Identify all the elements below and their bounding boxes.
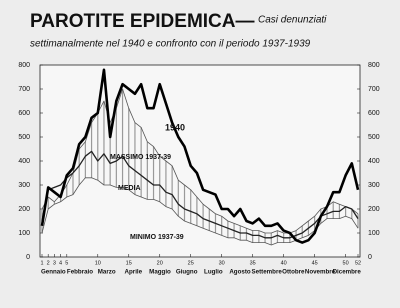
x-tick-label: 50 — [343, 260, 349, 266]
y2-tick-label: 200 — [368, 206, 380, 213]
y-tick-label: 800 — [18, 62, 30, 69]
x-tick-label: 20 — [157, 260, 163, 266]
month-label: Marzo — [98, 269, 116, 276]
series-line — [41, 150, 359, 239]
series-line — [41, 177, 359, 246]
series-line — [40, 68, 360, 244]
plot-area — [39, 64, 361, 258]
y-tick-label: 300 — [18, 182, 30, 189]
x-tick-label: 40 — [281, 260, 287, 266]
y2-tick-label: 500 — [368, 134, 380, 141]
y2-tick-label: 300 — [368, 182, 380, 189]
x-tick-label: 3 — [53, 260, 56, 266]
y-tick-label: 200 — [18, 206, 30, 213]
series-label: MINIMO 1937-39 — [130, 234, 184, 241]
x-tick-label: 30 — [219, 260, 225, 266]
x-tick-label: 5 — [65, 260, 68, 266]
month-label: Dicembre — [333, 269, 362, 276]
y-tick-label: 0 — [26, 254, 30, 261]
series-label: 1940 — [165, 122, 185, 132]
series-label: MASSIMO 1937-39 — [110, 154, 171, 161]
month-label: Ottobre — [282, 269, 305, 276]
y2-tick-label: 600 — [368, 110, 380, 117]
x-tick-label: 52 — [355, 260, 361, 266]
x-tick-label: 25 — [188, 260, 194, 266]
y2-tick-label: 0 — [368, 254, 372, 261]
y-tick-label: 700 — [18, 86, 30, 93]
y-tick-label: 100 — [18, 230, 30, 237]
y2-tick-label: 400 — [368, 158, 380, 165]
month-label: Luglio — [204, 269, 223, 276]
series-label: MEDIA — [118, 185, 141, 192]
x-tick-label: 10 — [95, 260, 101, 266]
month-label: Giugno — [176, 269, 198, 276]
y-tick-label: 600 — [18, 110, 30, 117]
series-line — [41, 88, 359, 234]
y2-tick-label: 700 — [368, 86, 380, 93]
subtitle: Casi denunziati — [258, 15, 327, 26]
y2-tick-label: 800 — [368, 62, 380, 69]
x-tick-label: 45 — [312, 260, 318, 266]
month-label: Agosto — [229, 269, 251, 276]
subtitle: settimanalmente nel 1940 e confronto con… — [30, 39, 311, 50]
month-label: Aprile — [125, 269, 143, 276]
y-tick-label: 400 — [18, 158, 30, 165]
x-tick-label: 2 — [47, 260, 50, 266]
chart-title: PAROTITE EPIDEMICA— — [30, 11, 255, 32]
y2-tick-label: 100 — [368, 230, 380, 237]
month-label: Settembre — [252, 269, 283, 276]
y-tick-label: 500 — [18, 134, 30, 141]
x-tick-label: 4 — [59, 260, 62, 266]
month-label: Febbraio — [67, 269, 93, 276]
month-label: Maggio — [149, 269, 171, 276]
month-label: Gennaio — [41, 269, 66, 276]
x-tick-label: 15 — [126, 260, 132, 266]
month-label: Novembre — [305, 269, 336, 276]
x-tick-label: 1 — [40, 260, 43, 266]
x-tick-label: 35 — [250, 260, 256, 266]
